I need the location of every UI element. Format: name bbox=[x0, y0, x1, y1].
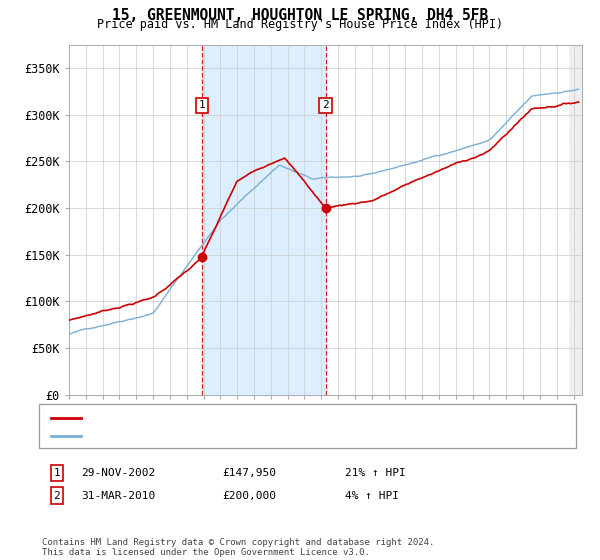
Text: 2: 2 bbox=[322, 100, 329, 110]
Text: £147,950: £147,950 bbox=[222, 468, 276, 478]
Text: 1: 1 bbox=[199, 100, 205, 110]
Text: Price paid vs. HM Land Registry's House Price Index (HPI): Price paid vs. HM Land Registry's House … bbox=[97, 18, 503, 31]
Text: 2: 2 bbox=[53, 491, 61, 501]
Text: 15, GREENMOUNT, HOUGHTON LE SPRING, DH4 5FB: 15, GREENMOUNT, HOUGHTON LE SPRING, DH4 … bbox=[112, 8, 488, 24]
Text: 21% ↑ HPI: 21% ↑ HPI bbox=[345, 468, 406, 478]
Text: 1: 1 bbox=[53, 468, 61, 478]
Text: 15, GREENMOUNT, HOUGHTON LE SPRING, DH4 5FB (detached house): 15, GREENMOUNT, HOUGHTON LE SPRING, DH4 … bbox=[87, 413, 477, 423]
Text: 29-NOV-2002: 29-NOV-2002 bbox=[81, 468, 155, 478]
Text: Contains HM Land Registry data © Crown copyright and database right 2024.
This d: Contains HM Land Registry data © Crown c… bbox=[42, 538, 434, 557]
Text: 31-MAR-2010: 31-MAR-2010 bbox=[81, 491, 155, 501]
Text: HPI: Average price, detached house, Sunderland: HPI: Average price, detached house, Sund… bbox=[87, 431, 386, 441]
Text: £200,000: £200,000 bbox=[222, 491, 276, 501]
Bar bbox=[569, 45, 582, 395]
Bar bbox=[202, 45, 325, 395]
Text: 4% ↑ HPI: 4% ↑ HPI bbox=[345, 491, 399, 501]
